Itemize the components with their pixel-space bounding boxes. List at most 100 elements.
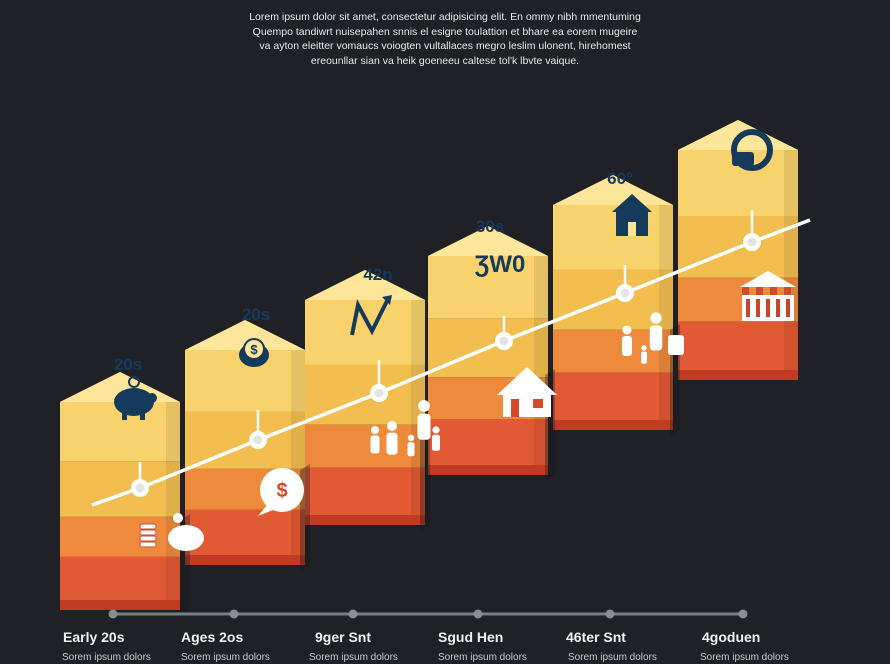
- house-roof: [612, 194, 652, 212]
- person-body: [432, 434, 440, 451]
- timeline-label-stage-5: 46ter Snt: [566, 629, 626, 645]
- step-band: [305, 300, 425, 365]
- timeline-dot: [108, 609, 118, 619]
- step-base: [428, 465, 548, 475]
- stall-slat: [756, 299, 760, 317]
- step-top-label: 30s: [476, 217, 504, 236]
- house-roof: [497, 367, 557, 395]
- person-body: [649, 325, 663, 351]
- step-band: [428, 256, 548, 319]
- awning-stripe: [770, 287, 777, 295]
- timeline-sub-early-20s: Sorem ipsum dolors: [62, 652, 151, 663]
- step-top-face-highlight: [305, 270, 425, 300]
- timeline-dot: [738, 609, 748, 619]
- step-block: [185, 320, 305, 565]
- person-head: [370, 425, 380, 435]
- house-window: [533, 399, 543, 408]
- stall-slat: [766, 299, 770, 317]
- piggy-leg: [140, 412, 145, 420]
- person-body: [407, 442, 415, 457]
- timeline-label-ages-20s: Ages 2os: [181, 629, 244, 645]
- house-icon: [497, 367, 557, 417]
- step-band: [60, 461, 180, 517]
- piggy-snout: [147, 393, 157, 403]
- step-base: [185, 555, 305, 565]
- step-band: [60, 556, 180, 600]
- piggy-body: [114, 388, 154, 416]
- timeline-sub-stage-4: Sorem ipsum dolors: [438, 652, 527, 663]
- piggy-bank-icon: [114, 376, 157, 420]
- chart-arrowhead: [382, 295, 392, 305]
- step-block: [553, 175, 673, 430]
- money-bubble-icon: $: [258, 468, 304, 516]
- step-band: [60, 402, 180, 462]
- awning-stripe: [756, 287, 763, 295]
- step-side-shade: [784, 150, 798, 370]
- money-hand-icon: [731, 129, 773, 171]
- piggy-leg: [122, 412, 127, 420]
- step-band: [553, 205, 673, 270]
- intro-line: Lorem ipsum dolor sit amet, consectetur …: [249, 11, 641, 23]
- person-head: [387, 421, 397, 431]
- bubble-tail: [258, 504, 278, 516]
- step-top-label: 20s: [242, 305, 270, 324]
- milestone-node-inner: [499, 336, 509, 346]
- step-band: [60, 516, 180, 557]
- timeline-label-stage-4: Sgud Hen: [438, 629, 504, 645]
- coin-stack: [139, 523, 157, 530]
- step-band: [185, 509, 305, 555]
- person-body: [641, 351, 647, 364]
- step-base: [678, 370, 798, 380]
- family-budget-icon: [622, 312, 684, 364]
- timeline-sub-stage-6: Sorem ipsum dolors: [700, 652, 789, 663]
- step-base: [305, 515, 425, 525]
- timeline-sub-ages-20s: Sorem ipsum dolors: [181, 652, 270, 663]
- dollar-sign: $: [276, 480, 287, 502]
- milestone-node-inner: [374, 388, 384, 398]
- timeline-dot: [473, 609, 483, 619]
- person-head: [407, 434, 415, 442]
- person-body: [417, 413, 431, 440]
- step-top-label: 20s: [114, 355, 142, 374]
- step-base: [553, 420, 673, 430]
- timeline-dot: [348, 609, 358, 619]
- timeline-dot: [229, 609, 239, 619]
- step-side-shade: [411, 300, 425, 515]
- coin-stack: [139, 529, 157, 536]
- progress-line: [91, 218, 811, 507]
- step-top-label: 60°: [607, 169, 633, 188]
- step-band: [305, 467, 425, 515]
- person-head: [622, 325, 632, 335]
- intro-paragraph: Lorem ipsum dolor sit amet, consectetur …: [195, 10, 695, 68]
- step-band: [428, 419, 548, 465]
- timeline-sub-stage-5: Sorem ipsum dolors: [568, 652, 657, 663]
- savings-text-icon: ƷW0: [475, 251, 526, 278]
- step-band: [678, 321, 798, 370]
- step-band: [185, 350, 305, 412]
- chart-line: [350, 298, 390, 336]
- stall-slat: [786, 299, 790, 317]
- coin-ring: [243, 338, 265, 360]
- person-head: [650, 312, 662, 324]
- stall-slat: [746, 299, 750, 317]
- person-head: [418, 400, 430, 412]
- house-door: [628, 222, 636, 236]
- step-top-label: 42n: [363, 265, 392, 284]
- budget-card: [668, 335, 684, 355]
- awning-stripe: [742, 287, 749, 295]
- intro-line: ereounllar sian va heik goeneeu caltese …: [310, 54, 580, 67]
- step-side-shade: [659, 205, 673, 420]
- step-gap-shadow: [420, 419, 430, 531]
- timeline-label-early-20s: Early 20s: [63, 629, 125, 645]
- coin-ring: [731, 129, 773, 171]
- house-door: [511, 399, 519, 417]
- piggy-body: [168, 525, 204, 551]
- stall-slat: [776, 299, 780, 317]
- coins-piggy-icon: [139, 513, 204, 551]
- bubble: [260, 468, 304, 512]
- intro-line: Quempo tandiwrt nuisepahen snnis el esig…: [252, 25, 638, 38]
- coin-icon: [173, 513, 183, 523]
- step-top-face-highlight: [185, 320, 305, 350]
